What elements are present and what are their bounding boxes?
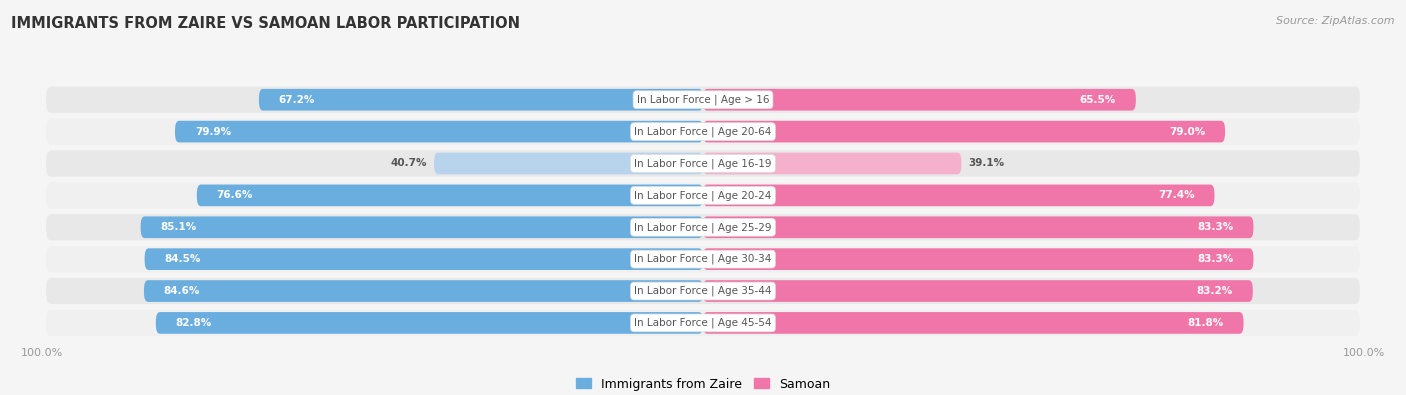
Text: 85.1%: 85.1%	[160, 222, 197, 232]
FancyBboxPatch shape	[197, 184, 703, 206]
Text: 40.7%: 40.7%	[391, 158, 427, 169]
FancyBboxPatch shape	[46, 118, 1360, 145]
FancyBboxPatch shape	[46, 278, 1360, 304]
FancyBboxPatch shape	[46, 150, 1360, 177]
FancyBboxPatch shape	[145, 248, 703, 270]
Legend: Immigrants from Zaire, Samoan: Immigrants from Zaire, Samoan	[571, 372, 835, 395]
FancyBboxPatch shape	[703, 248, 1254, 270]
FancyBboxPatch shape	[703, 280, 1253, 302]
FancyBboxPatch shape	[703, 184, 1215, 206]
Text: 83.2%: 83.2%	[1197, 286, 1233, 296]
FancyBboxPatch shape	[141, 216, 703, 238]
FancyBboxPatch shape	[703, 89, 1136, 111]
FancyBboxPatch shape	[259, 89, 703, 111]
FancyBboxPatch shape	[46, 182, 1360, 209]
Text: In Labor Force | Age 25-29: In Labor Force | Age 25-29	[634, 222, 772, 233]
FancyBboxPatch shape	[703, 312, 1243, 334]
Text: 65.5%: 65.5%	[1080, 95, 1116, 105]
FancyBboxPatch shape	[46, 310, 1360, 336]
FancyBboxPatch shape	[703, 216, 1254, 238]
Text: 67.2%: 67.2%	[278, 95, 315, 105]
FancyBboxPatch shape	[46, 214, 1360, 240]
Text: In Labor Force | Age 20-24: In Labor Force | Age 20-24	[634, 190, 772, 201]
Text: In Labor Force | Age 30-34: In Labor Force | Age 30-34	[634, 254, 772, 264]
FancyBboxPatch shape	[703, 121, 1225, 143]
Text: 79.0%: 79.0%	[1168, 127, 1205, 137]
FancyBboxPatch shape	[174, 121, 703, 143]
FancyBboxPatch shape	[46, 87, 1360, 113]
Text: 83.3%: 83.3%	[1198, 254, 1233, 264]
Text: 82.8%: 82.8%	[176, 318, 212, 328]
Text: 84.6%: 84.6%	[163, 286, 200, 296]
Text: 76.6%: 76.6%	[217, 190, 253, 200]
Text: IMMIGRANTS FROM ZAIRE VS SAMOAN LABOR PARTICIPATION: IMMIGRANTS FROM ZAIRE VS SAMOAN LABOR PA…	[11, 16, 520, 31]
Text: In Labor Force | Age 45-54: In Labor Force | Age 45-54	[634, 318, 772, 328]
Text: Source: ZipAtlas.com: Source: ZipAtlas.com	[1277, 16, 1395, 26]
FancyBboxPatch shape	[46, 246, 1360, 272]
Text: 83.3%: 83.3%	[1198, 222, 1233, 232]
Text: In Labor Force | Age 16-19: In Labor Force | Age 16-19	[634, 158, 772, 169]
FancyBboxPatch shape	[156, 312, 703, 334]
Text: 79.9%: 79.9%	[195, 127, 231, 137]
Text: 81.8%: 81.8%	[1188, 318, 1223, 328]
Text: In Labor Force | Age > 16: In Labor Force | Age > 16	[637, 94, 769, 105]
Text: In Labor Force | Age 35-44: In Labor Force | Age 35-44	[634, 286, 772, 296]
FancyBboxPatch shape	[703, 152, 962, 174]
Text: In Labor Force | Age 20-64: In Labor Force | Age 20-64	[634, 126, 772, 137]
FancyBboxPatch shape	[434, 152, 703, 174]
Text: 84.5%: 84.5%	[165, 254, 201, 264]
Text: 39.1%: 39.1%	[967, 158, 1004, 169]
FancyBboxPatch shape	[143, 280, 703, 302]
Text: 77.4%: 77.4%	[1159, 190, 1195, 200]
